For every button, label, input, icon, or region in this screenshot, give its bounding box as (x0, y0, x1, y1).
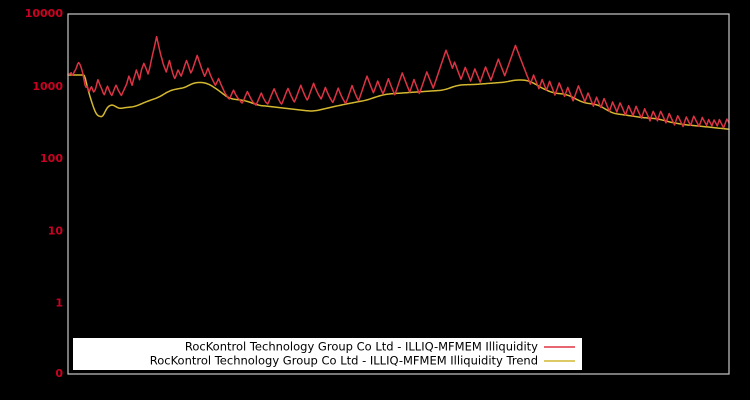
y-axis-tick-label: 1 (55, 296, 63, 309)
plot-area-background (68, 14, 729, 374)
series-line (67, 74, 730, 131)
y-axis-tick-label: 10000 (25, 7, 64, 20)
legend-label: RocKontrol Technology Group Co Ltd - ILL… (185, 340, 538, 354)
y-axis-tick-label: 100 (40, 152, 63, 165)
chart-legend[interactable]: RocKontrol Technology Group Co Ltd - ILL… (73, 338, 582, 370)
legend-label: RocKontrol Technology Group Co Ltd - ILL… (150, 354, 538, 368)
legend-background (73, 338, 582, 370)
data-series-group (67, 35, 730, 131)
y-axis-tick-label: 0 (55, 367, 63, 380)
y-axis-tick-label: 1000 (32, 80, 63, 93)
series-line (67, 35, 730, 129)
y-axis-tick-label: 10 (48, 224, 64, 237)
plot-frame (67, 13, 730, 375)
